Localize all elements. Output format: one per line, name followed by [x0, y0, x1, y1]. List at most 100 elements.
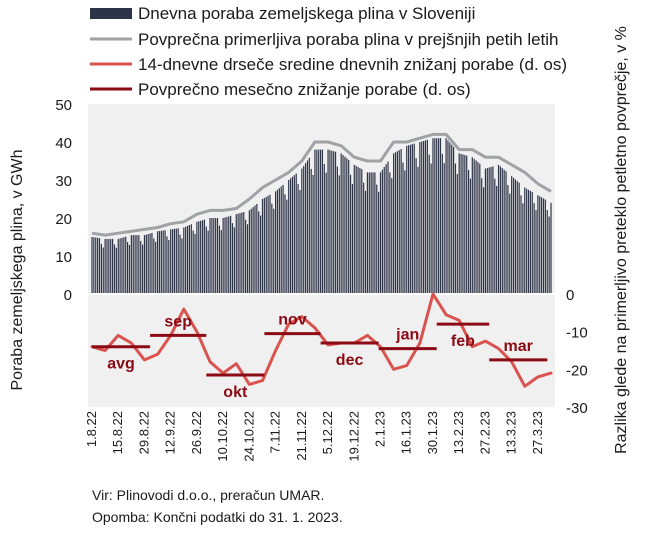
consumption-bar	[340, 153, 342, 294]
consumption-bar	[125, 236, 127, 294]
consumption-bar	[466, 155, 468, 294]
consumption-bar	[318, 149, 320, 294]
consumption-bar	[381, 169, 383, 294]
consumption-bar	[246, 224, 249, 294]
x-tick-label: 13.3.23	[504, 411, 519, 454]
consumption-bar	[108, 238, 110, 294]
consumption-bar	[181, 238, 183, 294]
month-label-dec: dec	[336, 352, 364, 369]
consumption-bar	[127, 241, 129, 294]
legend: Dnevna poraba zemeljskega plina v Sloven…	[90, 4, 567, 99]
consumption-bar	[100, 243, 102, 294]
consumption-bar	[196, 221, 198, 294]
consumption-bar	[514, 179, 516, 294]
consumption-bar	[537, 195, 539, 294]
consumption-bar	[136, 235, 138, 294]
consumption-bar	[248, 210, 250, 294]
consumption-bar	[361, 169, 363, 294]
consumption-bar	[295, 173, 297, 294]
consumption-bar	[467, 169, 470, 294]
consumption-bar	[391, 178, 393, 294]
consumption-bar	[211, 218, 213, 294]
consumption-bar	[155, 241, 157, 294]
consumption-bar	[526, 188, 528, 294]
consumption-bar	[385, 164, 387, 294]
consumption-bar	[419, 142, 421, 294]
x-tick-label: 10.10.22	[215, 411, 230, 462]
consumption-bar	[160, 230, 162, 294]
consumption-bar	[441, 153, 443, 294]
consumption-bar	[267, 195, 269, 294]
right-axis-ticks: 0 -10 -20 -30	[566, 287, 588, 417]
consumption-bar	[370, 172, 372, 294]
consumption-bar	[192, 230, 194, 294]
x-tick-label: 26.9.22	[189, 411, 204, 454]
month-label-nov: nov	[278, 312, 307, 329]
left-axis-ticks: 50 40 30 20 10 0	[55, 97, 72, 304]
x-tick-label: 15.8.22	[110, 411, 125, 454]
consumption-bar	[452, 146, 455, 294]
consumption-bar	[509, 193, 511, 294]
consumption-bar	[282, 184, 284, 294]
consumption-bar	[301, 168, 303, 294]
consumption-bar	[188, 225, 191, 294]
consumption-bar	[378, 191, 380, 294]
consumption-bar	[222, 218, 224, 294]
consumption-bar	[289, 178, 292, 294]
consumption-bar	[200, 220, 202, 294]
consumption-bar	[331, 150, 333, 294]
consumption-bar	[151, 232, 153, 294]
consumption-bar	[430, 163, 432, 294]
x-tick-label: 2.1.23	[373, 411, 388, 447]
consumption-bar	[297, 184, 299, 294]
plot-area	[88, 104, 555, 407]
consumption-bar	[128, 244, 131, 294]
consumption-bar	[344, 156, 346, 294]
consumption-bar	[183, 227, 185, 294]
consumption-bar	[535, 210, 537, 294]
consumption-bar	[443, 163, 445, 294]
consumption-bar	[529, 190, 531, 294]
consumption-bar	[112, 238, 114, 294]
legend-label-daily-consumption: Dnevna poraba zemeljskega plina v Sloven…	[138, 4, 475, 23]
consumption-bar	[306, 160, 309, 294]
consumption-bar	[209, 218, 211, 294]
consumption-bar	[355, 165, 357, 294]
consumption-bar	[138, 235, 140, 294]
consumption-bar	[464, 155, 466, 294]
consumption-bar	[396, 151, 398, 294]
consumption-bar	[445, 138, 447, 294]
consumption-bar	[499, 166, 502, 294]
legend-label-rolling-reduction: 14-dnevne drseče sredine dnevnih znižanj…	[138, 55, 567, 74]
consumption-bar	[353, 164, 355, 294]
consumption-bar	[531, 191, 533, 294]
x-tick-label: 7.11.22	[268, 411, 283, 453]
consumption-bar	[364, 190, 367, 294]
consumption-bar	[288, 180, 290, 294]
consumption-bar	[413, 143, 415, 294]
consumption-bar	[93, 237, 95, 294]
consumption-bar	[256, 203, 258, 294]
month-labels: avg sep okt nov dec jan feb mar	[107, 312, 533, 401]
consumption-bar	[546, 209, 548, 294]
consumption-bar	[394, 152, 397, 294]
consumption-bar	[149, 233, 151, 294]
consumption-bar	[550, 202, 552, 294]
consumption-bar	[424, 140, 427, 294]
source-note: Vir: Plinovodi d.o.o., preračun UMAR.	[92, 487, 324, 503]
consumption-bar	[349, 174, 352, 294]
consumption-bar	[329, 150, 331, 294]
month-label-mar: mar	[504, 338, 533, 355]
consumption-bar	[177, 228, 179, 294]
consumption-bar	[203, 219, 206, 294]
consumption-bar	[314, 149, 316, 294]
consumption-bar	[338, 175, 340, 294]
consumption-bar	[458, 153, 460, 294]
consumption-bar	[95, 237, 97, 294]
consumption-bar	[220, 230, 222, 294]
consumption-bar	[488, 167, 490, 294]
consumption-bar	[439, 138, 442, 294]
consumption-bar	[194, 234, 196, 294]
x-tick-label: 19.12.22	[346, 411, 361, 462]
